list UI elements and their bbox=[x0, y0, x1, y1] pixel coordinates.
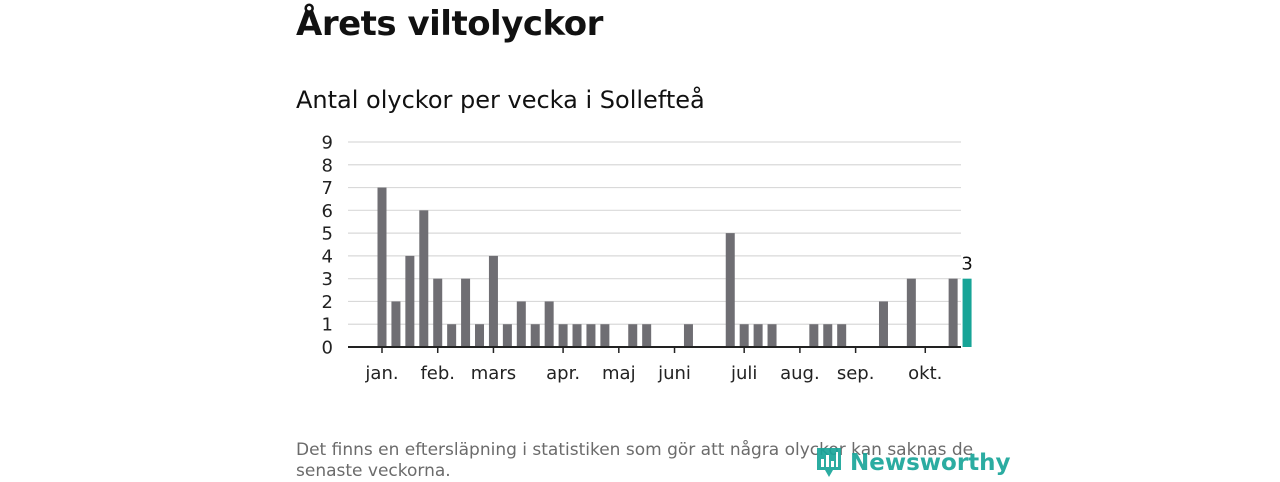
bar bbox=[419, 210, 429, 347]
x-tick-label: juli bbox=[730, 363, 757, 384]
bar bbox=[558, 324, 568, 347]
bar bbox=[739, 324, 749, 347]
bar bbox=[516, 301, 526, 347]
y-tick-label: 8 bbox=[322, 155, 333, 176]
bar-highlight bbox=[962, 278, 972, 347]
bar bbox=[461, 278, 471, 347]
bar bbox=[572, 324, 582, 347]
bar bbox=[823, 324, 833, 347]
x-tick-label: mars bbox=[471, 363, 516, 384]
y-tick-label: 0 bbox=[322, 338, 333, 359]
y-tick-label: 1 bbox=[322, 315, 333, 336]
bar bbox=[767, 324, 777, 347]
bar bbox=[488, 255, 498, 347]
newsworthy-logo-icon bbox=[817, 448, 841, 477]
x-tick-label: aug. bbox=[780, 363, 820, 384]
chart-subtitle: Antal olyckor per vecka i Sollefteå bbox=[296, 86, 705, 114]
x-tick-label: apr. bbox=[546, 363, 580, 384]
x-tick-label: maj bbox=[602, 363, 636, 384]
bar bbox=[391, 301, 401, 347]
x-tick-label: okt. bbox=[908, 363, 942, 384]
y-tick-label: 7 bbox=[322, 178, 333, 199]
bar bbox=[628, 324, 638, 347]
brand-name: Newsworthy bbox=[850, 450, 1011, 476]
bar bbox=[837, 324, 847, 347]
bar bbox=[948, 278, 958, 347]
bar bbox=[600, 324, 610, 347]
brand-logo: Newsworthy bbox=[814, 446, 1011, 480]
bar bbox=[753, 324, 763, 347]
bar bbox=[642, 324, 652, 347]
chart-title: Årets viltolyckor bbox=[296, 4, 603, 44]
bar bbox=[725, 233, 735, 347]
y-tick-label: 6 bbox=[322, 201, 333, 222]
bar bbox=[405, 255, 415, 347]
x-tick-label: jan. bbox=[364, 363, 398, 384]
bar bbox=[586, 324, 596, 347]
bar bbox=[447, 324, 457, 347]
y-tick-label: 2 bbox=[322, 292, 333, 313]
y-tick-label: 4 bbox=[322, 246, 333, 267]
bar bbox=[683, 324, 693, 347]
bar bbox=[502, 324, 512, 347]
bar bbox=[809, 324, 819, 347]
bar bbox=[906, 278, 916, 347]
footnote: Det finns en eftersläpning i statistiken… bbox=[296, 440, 974, 481]
bar bbox=[878, 301, 888, 347]
x-tick-label: juni bbox=[657, 363, 691, 384]
bar bbox=[377, 187, 387, 347]
bar bbox=[544, 301, 554, 347]
y-tick-label: 3 bbox=[322, 269, 333, 290]
x-tick-label: sep. bbox=[837, 363, 875, 384]
x-tick-label: feb. bbox=[420, 363, 455, 384]
bar bbox=[475, 324, 485, 347]
bar-value-label: 3 bbox=[961, 254, 972, 275]
y-tick-label: 5 bbox=[322, 224, 333, 245]
y-tick-label: 9 bbox=[322, 133, 333, 154]
bar bbox=[433, 278, 443, 347]
bar bbox=[530, 324, 540, 347]
